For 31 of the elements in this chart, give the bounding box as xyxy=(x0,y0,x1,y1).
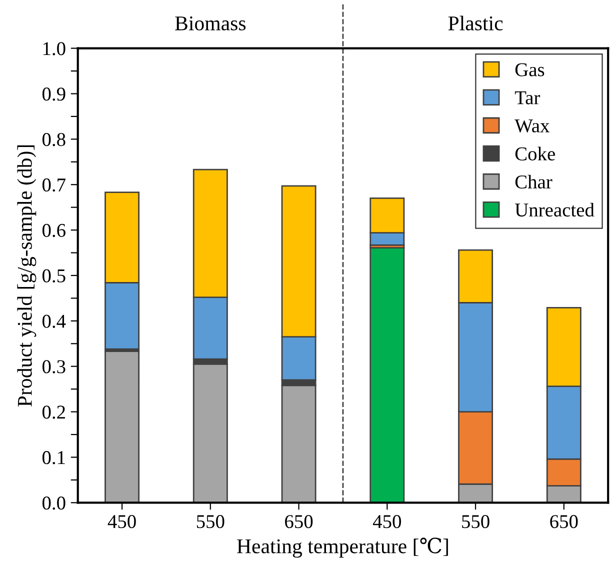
x-tick-label: 650 xyxy=(550,515,578,528)
y-tick-label: 0.7 xyxy=(42,178,66,192)
x-tick-label: 450 xyxy=(372,515,402,528)
text: Plastic xyxy=(448,16,503,30)
y-axis-title: Product yield [g/g-sample (db)] xyxy=(17,145,36,406)
legend-label: Unreacted xyxy=(515,202,594,217)
x-tick-label: 550 xyxy=(196,515,224,528)
y-tick-label: 0.8 xyxy=(42,132,66,146)
bar xyxy=(192,363,228,503)
legend-label: Tar xyxy=(514,91,540,104)
legend-label: Gas xyxy=(515,63,544,76)
y-tick-label: 0.4 xyxy=(42,314,66,328)
legend-label: Char xyxy=(515,174,552,189)
x-tick-label: 650 xyxy=(285,515,313,528)
y-tick-label: 0.9 xyxy=(42,88,66,101)
y-tick-label: 0.2 xyxy=(42,406,65,419)
legend-label: Coke xyxy=(515,146,555,160)
y-tick-label: 0.1 xyxy=(42,451,65,464)
text: Biomass xyxy=(175,16,246,30)
y-tick-label: 1.0 xyxy=(43,42,66,56)
y-tick-label: 0.6 xyxy=(42,224,66,238)
y-tick-label: 0.5 xyxy=(42,269,66,283)
x-tick-label: 550 xyxy=(462,515,490,528)
bar xyxy=(281,384,316,503)
x-axis-title: Heating temperature [℃] xyxy=(237,538,448,558)
bar xyxy=(104,350,140,503)
y-tick-label: 0.0 xyxy=(42,496,66,510)
legend-label: Wax xyxy=(514,119,550,132)
y-tick-label: 0.3 xyxy=(42,360,66,374)
x-tick-label: 450 xyxy=(108,515,136,528)
bar xyxy=(370,247,405,503)
